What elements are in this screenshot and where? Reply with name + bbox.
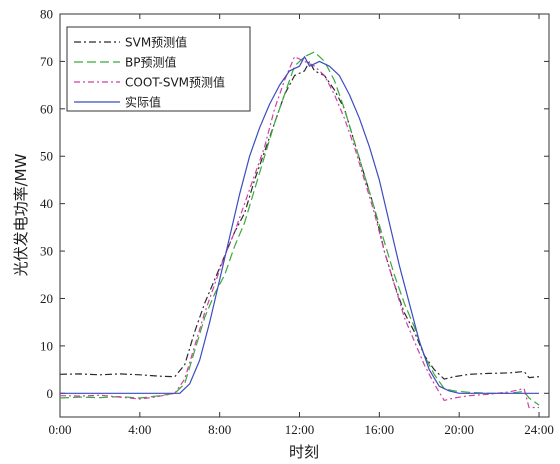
series-line-2 (59, 51, 540, 406)
series-line-3 (59, 56, 539, 409)
x-axis-label: 时刻 (289, 443, 319, 461)
x-tick-label: 8:00 (208, 422, 231, 437)
legend-label: 实际值 (125, 95, 161, 110)
y-tick-label: 0 (47, 386, 54, 401)
series-line-4 (60, 56, 539, 394)
y-tick-label: 60 (40, 101, 53, 116)
legend-box (66, 26, 251, 112)
axis-ticks (59, 13, 549, 417)
y-tick-label: 40 (40, 196, 53, 211)
x-tick-label: 4:00 (128, 422, 151, 437)
series-line-1 (59, 60, 540, 380)
x-tick-label: 16:00 (365, 422, 395, 437)
y-tick-label: 80 (40, 7, 53, 22)
legend-label: SVM预测值 (125, 35, 187, 50)
y-tick-label: 20 (40, 291, 53, 306)
y-tick-label: 10 (40, 338, 53, 353)
x-tick-label: 24:00 (524, 422, 554, 437)
x-tick-labels: 0:00 4:00 8:00 12:00 16:00 20:00 24:00 (48, 422, 553, 437)
legend-label: BP预测值 (125, 55, 176, 70)
y-axis-label: 光伏发电功率/MW (12, 153, 30, 276)
series-lines (59, 51, 540, 409)
y-tick-labels: 0 10 20 30 40 50 60 70 80 (40, 7, 53, 401)
x-tick-label: 12:00 (285, 422, 315, 437)
x-tick-label: 20:00 (444, 422, 474, 437)
y-tick-label: 70 (40, 54, 53, 69)
y-tick-label: 30 (40, 244, 53, 259)
legend-label: COOT-SVM预测值 (125, 75, 225, 90)
x-tick-label: 0:00 (48, 422, 71, 437)
y-tick-label: 50 (40, 149, 53, 164)
